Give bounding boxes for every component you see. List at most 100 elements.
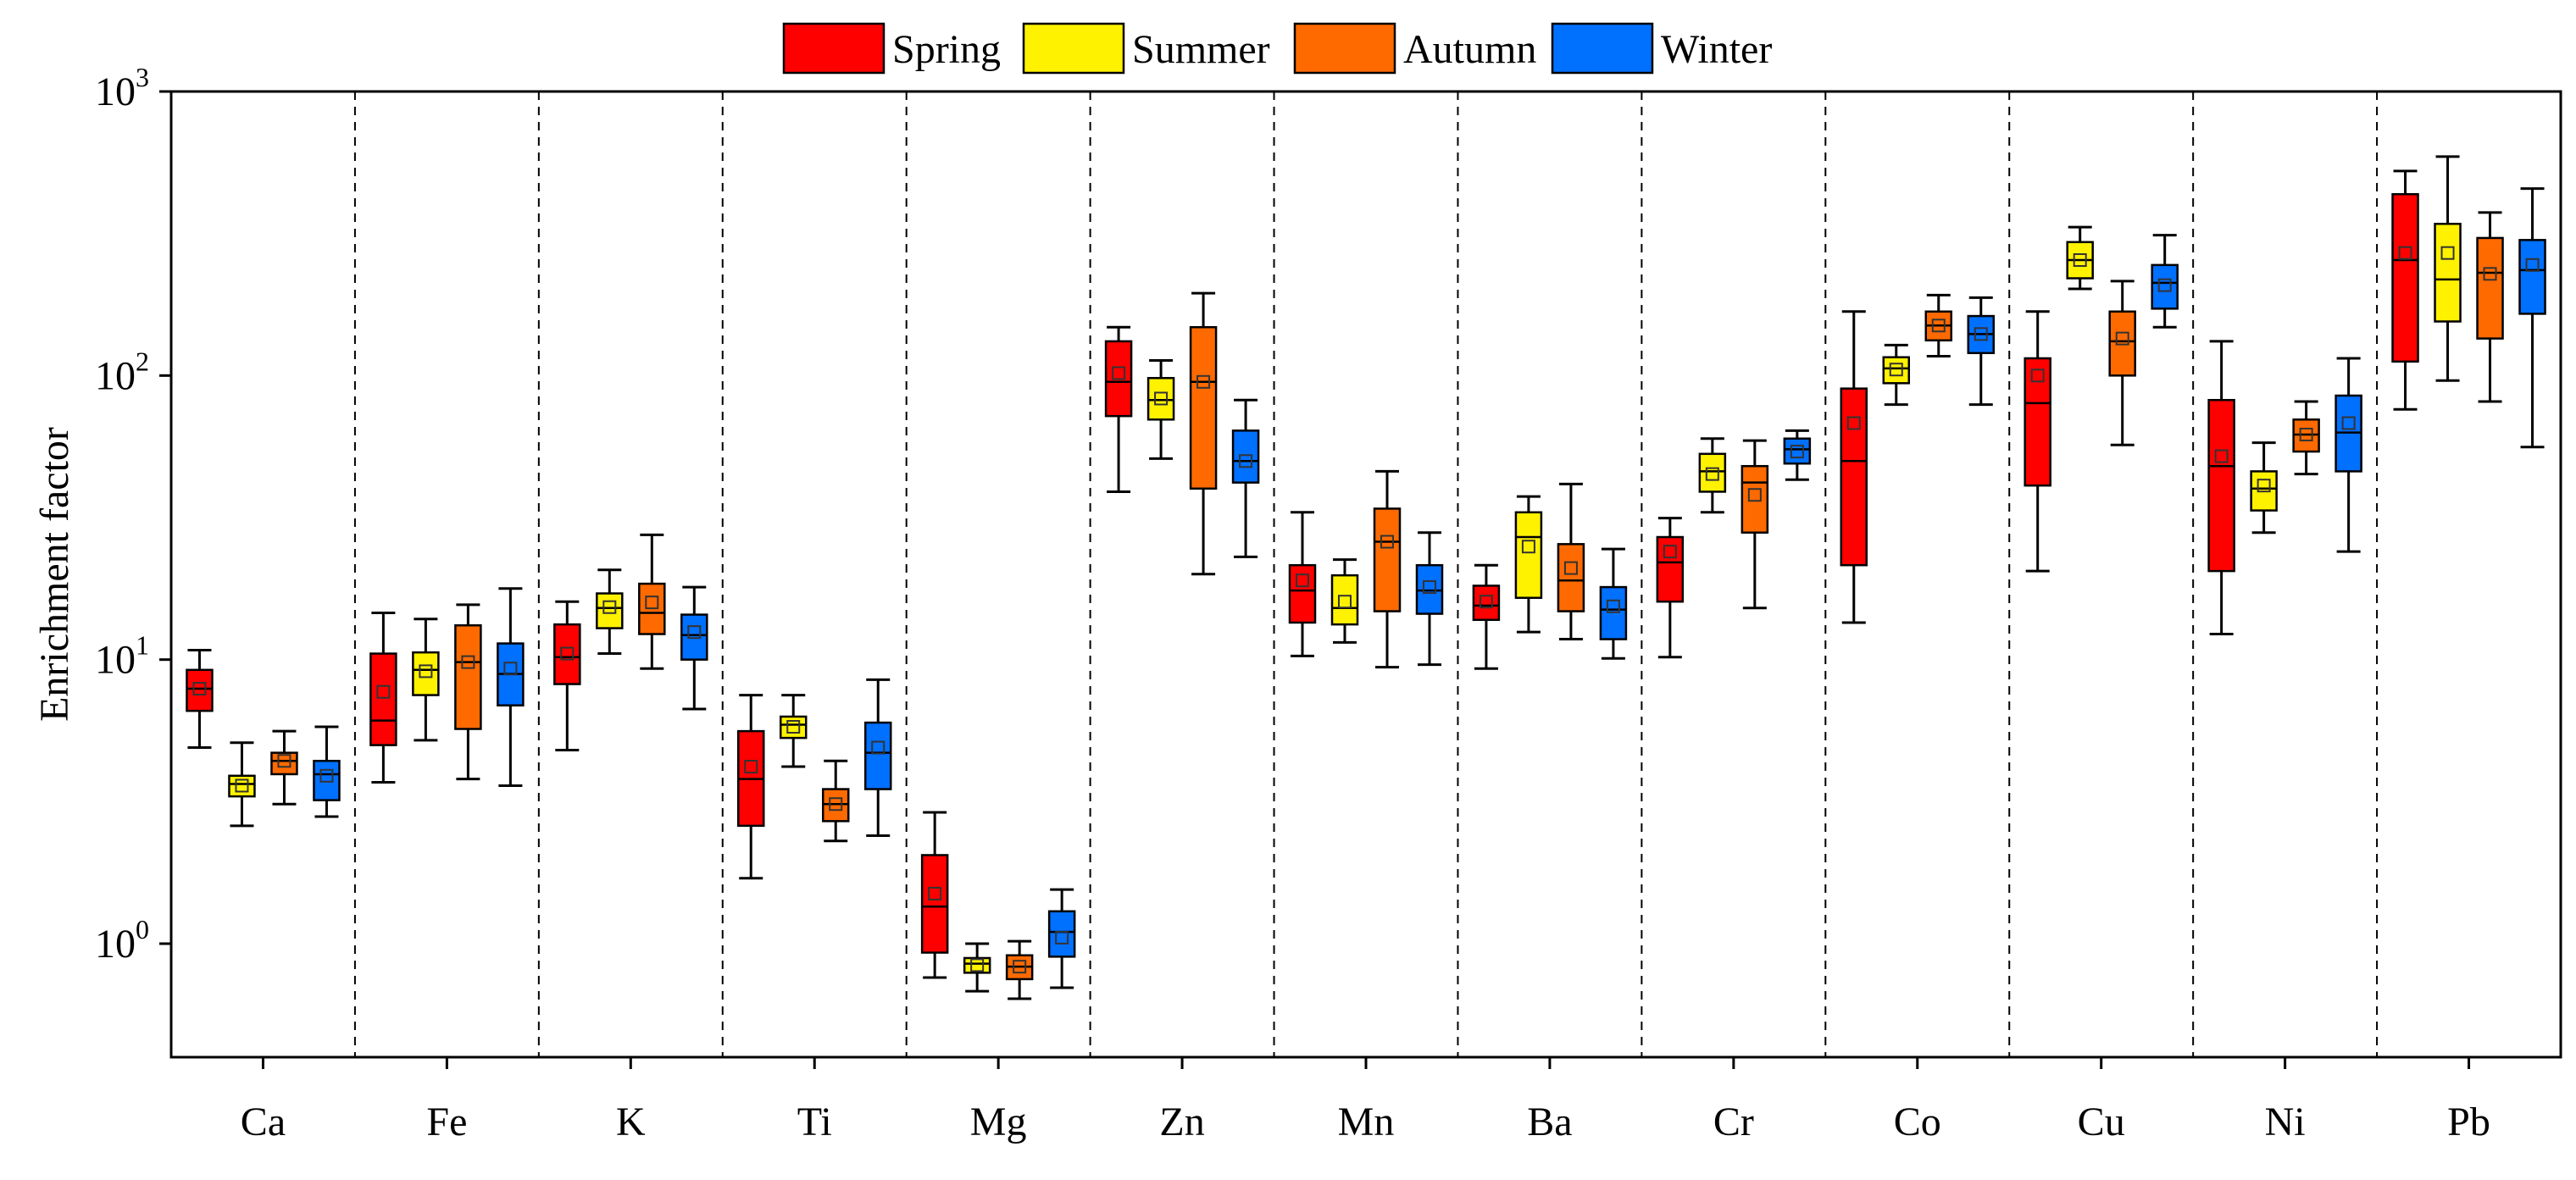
iqr-box <box>1330 573 1359 626</box>
box-summer-cr <box>1698 437 1727 514</box>
box-winter-ti <box>863 678 892 838</box>
y-tick-label: 101 <box>95 630 149 683</box>
box-spring-ti <box>736 694 765 880</box>
legend: Spring Summer Autumn Winter <box>782 22 1772 75</box>
series-winter <box>313 187 2546 989</box>
mean-marker <box>1479 595 1493 609</box>
box-summer-cu <box>2066 225 2094 291</box>
iqr-box <box>1557 543 1585 612</box>
x-axis: Ca Fe K Ti Mg Zn Mn Ba Cr Co Cu Ni Pb <box>241 1057 2490 1144</box>
mean-marker <box>1889 363 1903 377</box>
box-winter-mg <box>1047 888 1076 989</box>
box-spring-cr <box>1656 517 1685 659</box>
box-autumn-k <box>638 533 666 670</box>
y-axis: 100 101 102 103 <box>95 62 171 967</box>
mean-marker <box>1606 599 1620 613</box>
mean-marker <box>2214 449 2229 463</box>
box-spring-pb <box>2391 169 2419 411</box>
iqr-box <box>2207 398 2235 573</box>
x-tick-label-mn: Mn <box>1338 1100 1395 1144</box>
box-autumn-pb <box>2476 211 2504 403</box>
legend-swatch-autumn <box>1293 22 1396 75</box>
iqr-box <box>2518 239 2546 315</box>
iqr-box <box>1840 387 1868 567</box>
mean-marker <box>2341 416 2356 430</box>
iqr-box <box>369 652 397 746</box>
box-spring-k <box>553 600 581 752</box>
mean-marker <box>2398 246 2412 260</box>
box-autumn-ni <box>2292 400 2320 476</box>
mean-marker <box>687 625 702 640</box>
iqr-box <box>1415 563 1444 615</box>
iqr-box <box>270 751 298 776</box>
mean-marker <box>829 797 843 812</box>
y-tick-label: 100 <box>95 914 149 967</box>
mean-marker <box>1154 391 1169 406</box>
mean-marker <box>503 662 518 676</box>
legend-item-summer: Summer <box>1022 22 1270 75</box>
box-summer-mn <box>1330 558 1359 644</box>
box-autumn-cu <box>2108 280 2136 446</box>
mean-marker <box>970 958 985 972</box>
legend-item-spring: Spring <box>782 22 1001 75</box>
legend-swatch-summer <box>1022 22 1125 75</box>
series-spring <box>186 169 2419 979</box>
mean-marker <box>1563 561 1578 575</box>
box-spring-fe <box>369 612 397 784</box>
box-summer-ca <box>228 741 256 828</box>
box-spring-zn <box>1104 325 1133 493</box>
mean-marker <box>1790 445 1804 459</box>
mean-marker <box>1013 960 1027 974</box>
legend-item-winter: Winter <box>1551 22 1772 75</box>
box-spring-co <box>1840 310 1868 624</box>
iqr-box <box>1740 464 1769 534</box>
mean-marker <box>928 886 942 900</box>
plot-frame <box>169 90 2562 1059</box>
mean-marker <box>319 768 334 783</box>
iqr-box <box>779 715 808 740</box>
iqr-box <box>228 774 256 798</box>
x-tick-label-cr: Cr <box>1713 1100 1754 1144</box>
mean-marker <box>2073 253 2087 268</box>
box-autumn-zn <box>1189 291 1218 576</box>
mean-marker <box>2525 258 2540 272</box>
mean-marker <box>786 719 801 734</box>
box-spring-mn <box>1288 511 1317 657</box>
iqr-box <box>1472 584 1501 622</box>
box-spring-mg <box>920 811 949 979</box>
mean-marker <box>461 655 475 669</box>
box-summer-k <box>596 568 624 656</box>
iqr-box <box>412 651 440 696</box>
box-autumn-ca <box>270 729 298 806</box>
iqr-box <box>2151 263 2179 310</box>
box-summer-ba <box>1514 495 1543 634</box>
box-summer-fe <box>412 618 440 742</box>
x-tick-label-pb: Pb <box>2447 1100 2490 1144</box>
iqr-box <box>1656 535 1685 603</box>
mean-marker <box>1663 545 1677 559</box>
box-winter-co <box>1967 296 1996 407</box>
mean-marker <box>1239 454 1253 468</box>
iqr-box <box>2024 357 2051 487</box>
legend-item-autumn: Autumn <box>1293 22 1536 75</box>
iqr-box <box>1146 377 1175 421</box>
box-summer-ti <box>779 694 808 768</box>
mean-marker <box>1846 416 1861 430</box>
box-autumn-ba <box>1557 482 1585 641</box>
box-summer-mg <box>963 942 991 993</box>
iqr-box <box>1231 429 1260 484</box>
box-series <box>186 155 2546 1000</box>
mean-marker <box>1705 467 1719 481</box>
mean-marker <box>744 760 758 774</box>
box-winter-ca <box>313 725 341 818</box>
iqr-box <box>638 582 666 635</box>
iqr-box <box>680 613 708 661</box>
box-winter-ni <box>2334 357 2362 553</box>
box-winter-cr <box>1783 429 1812 481</box>
box-autumn-cr <box>1740 439 1769 610</box>
iqr-box <box>1698 452 1727 493</box>
x-tick-label-co: Co <box>1894 1100 1941 1144</box>
mean-marker <box>2257 479 2271 493</box>
iqr-box <box>1783 437 1812 465</box>
mean-marker <box>1055 930 1069 945</box>
